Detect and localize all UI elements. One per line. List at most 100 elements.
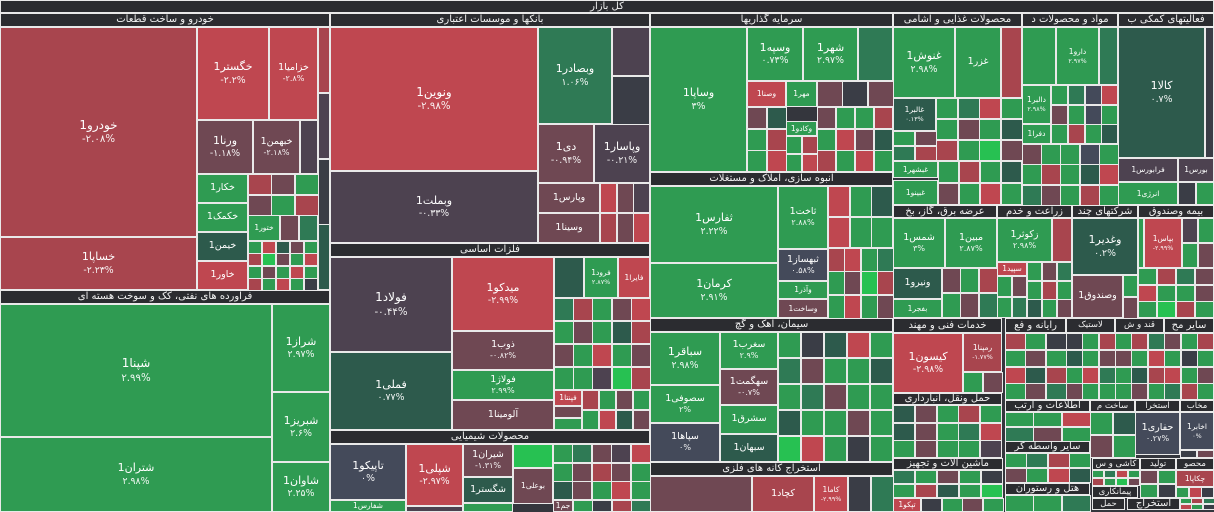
stock-cell[interactable] — [616, 410, 633, 430]
stock-cell[interactable] — [855, 129, 874, 151]
stock-cell[interactable] — [877, 248, 894, 272]
stock-cell[interactable] — [1197, 333, 1214, 350]
stock-cell[interactable] — [870, 384, 893, 410]
stock-cell[interactable] — [1099, 164, 1119, 185]
stock-cell[interactable] — [1176, 285, 1195, 302]
stock-cell[interactable] — [1099, 350, 1116, 367]
stock-cell[interactable] — [915, 423, 937, 441]
stock-cell[interactable] — [318, 93, 330, 159]
stock-cell[interactable] — [936, 140, 958, 161]
stock-cell[interactable] — [1082, 367, 1099, 384]
stock-cell[interactable] — [612, 298, 632, 321]
stock-cell[interactable] — [1099, 383, 1116, 400]
stock-cell[interactable] — [1140, 470, 1158, 484]
stock-cell[interactable] — [861, 271, 878, 295]
stock-cell[interactable] — [1131, 333, 1148, 350]
stock-cell[interactable] — [1090, 435, 1113, 458]
stock-cell-فایرا1[interactable]: فایرا1 — [618, 257, 650, 298]
stock-cell[interactable] — [1022, 27, 1056, 85]
stock-cell[interactable] — [1005, 495, 1034, 512]
stock-cell[interactable] — [1041, 144, 1061, 165]
stock-cell[interactable] — [802, 136, 818, 154]
stock-cell-شپلی1[interactable]: شپلی1 -۲.۹۷% — [406, 444, 463, 506]
stock-cell[interactable] — [582, 410, 599, 430]
stock-cell[interactable] — [893, 484, 915, 498]
stock-cell[interactable] — [1005, 350, 1026, 367]
stock-cell[interactable] — [592, 481, 612, 500]
stock-cell[interactable] — [553, 463, 573, 482]
stock-cell[interactable] — [778, 436, 801, 462]
stock-cell[interactable] — [855, 150, 874, 172]
sector-header-ghazayi[interactable]: محصولات غذایی و آشامی — [893, 13, 1022, 27]
sector-header-banks[interactable]: بانکها و موسسات اعتباری — [330, 13, 650, 27]
stock-cell[interactable] — [962, 498, 983, 512]
stock-cell-سهگمت1[interactable]: سهگمت1 -۰.۷% — [720, 369, 778, 405]
stock-cell[interactable] — [592, 444, 612, 463]
stock-cell[interactable] — [631, 444, 651, 463]
stock-cell[interactable] — [915, 470, 937, 484]
stock-cell[interactable] — [1068, 124, 1085, 144]
stock-cell[interactable] — [874, 129, 893, 151]
stock-cell[interactable] — [980, 423, 1002, 441]
stock-cell[interactable] — [1115, 383, 1132, 400]
stock-cell-دفرا1[interactable]: دفرا1 — [1022, 124, 1051, 144]
stock-cell[interactable] — [1092, 478, 1104, 486]
stock-cell[interactable] — [980, 161, 1001, 183]
stock-cell[interactable] — [1033, 495, 1062, 512]
stock-cell[interactable] — [1195, 285, 1214, 302]
stock-cell-شفارس1[interactable]: شفارس1 — [330, 500, 406, 512]
sector-header-vaseteh[interactable]: سایر واسطه گر — [1005, 441, 1090, 453]
stock-cell[interactable] — [617, 183, 634, 213]
stock-cell-دارو1[interactable]: دارو1 ۲.۹۷% — [1056, 27, 1099, 85]
stock-cell-ثاخت1[interactable]: ثاخت1 ۲.۸۸% — [778, 186, 828, 249]
stock-cell[interactable] — [1001, 140, 1023, 161]
stock-cell[interactable] — [513, 444, 553, 468]
stock-cell[interactable] — [1182, 218, 1198, 243]
stock-cell[interactable] — [633, 410, 650, 430]
stock-cell-بپاس1[interactable]: بپاس1 -۲.۹۹% — [1144, 218, 1182, 268]
stock-cell[interactable] — [1066, 383, 1083, 400]
stock-cell[interactable] — [778, 358, 801, 384]
stock-cell[interactable] — [1181, 333, 1198, 350]
stock-cell[interactable] — [1180, 450, 1197, 458]
stock-cell[interactable] — [850, 217, 872, 248]
sector-header-mokhab[interactable]: مخاب — [1180, 400, 1214, 412]
sector-header-ettelaat[interactable]: اطلاعات و ارتب — [1005, 400, 1090, 412]
stock-cell[interactable] — [1057, 299, 1072, 318]
sector-header-bargh[interactable]: عرضه برق، گاز، بخ — [893, 205, 997, 218]
stock-cell[interactable] — [915, 131, 937, 146]
sector-header-kashi[interactable]: کاشی و س — [1092, 458, 1140, 470]
stock-cell[interactable] — [1099, 185, 1119, 206]
stock-cell[interactable] — [801, 384, 824, 410]
stock-cell[interactable] — [802, 154, 818, 172]
stock-cell[interactable] — [1157, 268, 1176, 285]
stock-cell[interactable] — [877, 271, 894, 295]
stock-cell[interactable] — [778, 410, 801, 436]
stock-cell-بورس1[interactable]: بورس1 — [1178, 158, 1214, 182]
stock-cell[interactable] — [1115, 350, 1132, 367]
stock-cell[interactable] — [801, 332, 824, 358]
stock-cell[interactable] — [936, 119, 958, 140]
stock-cell[interactable] — [1131, 383, 1148, 400]
stock-cell[interactable] — [1068, 105, 1085, 125]
stock-cell[interactable] — [870, 436, 893, 462]
stock-cell[interactable] — [553, 481, 573, 500]
stock-cell-ورنا1[interactable]: ورنا1 -۱.۱۸% — [197, 120, 253, 174]
stock-cell-فرابورس1[interactable]: فرابورس1 — [1118, 158, 1178, 182]
stock-cell[interactable] — [1082, 383, 1099, 400]
stock-cell[interactable] — [1176, 301, 1195, 318]
sector-header-sarmayeh[interactable]: سرمایه گذاریها — [650, 13, 893, 27]
stock-cell[interactable] — [572, 463, 592, 482]
stock-cell[interactable] — [1069, 453, 1091, 468]
stock-cell-شپنا1[interactable]: شپنا1 ۲.۹۹% — [0, 304, 272, 437]
stock-cell[interactable] — [870, 410, 893, 436]
sector-header-zeraat[interactable]: زراعت و خدم — [997, 205, 1072, 218]
stock-cell[interactable] — [248, 174, 272, 195]
stock-cell[interactable] — [290, 253, 304, 266]
stock-cell[interactable] — [599, 410, 616, 430]
stock-cell[interactable] — [1005, 412, 1034, 427]
stock-cell-وسپه1[interactable]: وسپه1 ۰.۷۳% — [747, 27, 803, 81]
stock-cell[interactable] — [958, 405, 980, 423]
stock-cell-ذوب1[interactable]: ذوب1 -۰.۸۲% — [452, 331, 554, 370]
stock-cell[interactable] — [631, 481, 651, 500]
